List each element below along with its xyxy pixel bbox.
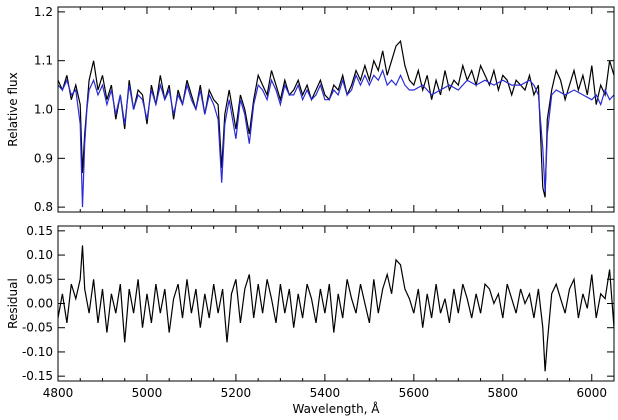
plot-frame <box>57 6 615 213</box>
y-tick-label: -0.10 <box>22 345 53 359</box>
y-tick-label: 0.8 <box>34 200 53 214</box>
x-tick-label: 5800 <box>488 386 519 400</box>
series-line-2 <box>58 68 614 208</box>
x-tick-label: 6000 <box>576 386 607 400</box>
x-tick-label: 5600 <box>399 386 430 400</box>
plot-frame <box>57 225 615 382</box>
y-tick-label: -0.05 <box>22 321 53 335</box>
y-tick-label: 0.00 <box>26 297 53 311</box>
y-axis-label: Relative flux <box>6 72 20 146</box>
y-axis-label: Residual <box>6 278 20 329</box>
x-tick-label: 5200 <box>221 386 252 400</box>
series-line-1 <box>58 39 614 198</box>
y-tick-label: 0.15 <box>26 224 53 238</box>
y-tick-label: 0.10 <box>26 248 53 262</box>
flux-panel: 0.8 0.9 1.0 1.1 1.2 Relative flux <box>6 5 615 214</box>
y-tick-label: -0.15 <box>22 369 53 383</box>
y-tick-label: 0.9 <box>34 151 53 165</box>
y-tick-label: 0.05 <box>26 272 53 286</box>
x-tick-label: 5400 <box>310 386 341 400</box>
x-tick-label: 5000 <box>132 386 163 400</box>
y-tick-label: 1.1 <box>34 54 53 68</box>
y-tick-label: 1.2 <box>34 5 53 19</box>
x-axis-label: Wavelength, Å <box>292 401 380 416</box>
y-tick-label: 1.0 <box>34 103 53 117</box>
series-line-1 <box>58 245 614 372</box>
residual-panel: 4800 5000 5200 5400 5600 5800 6000 -0.15 -0.10 -0… <box>6 224 615 416</box>
x-tick-label: 4800 <box>43 386 74 400</box>
